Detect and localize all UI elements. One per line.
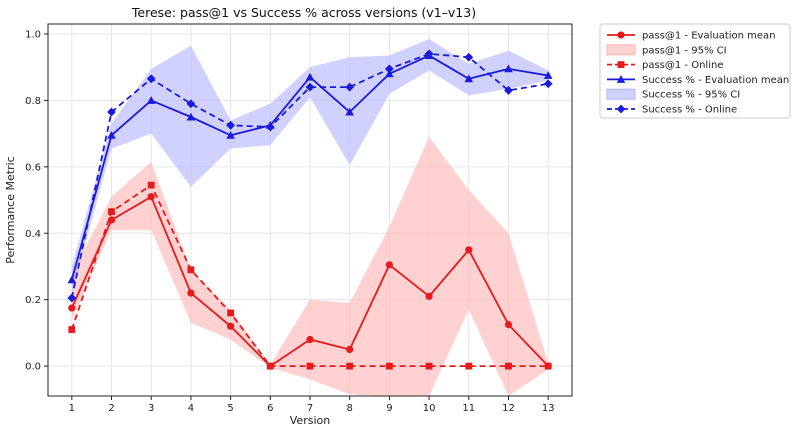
marker-diamond: [305, 82, 315, 92]
x-tick-label: 10: [423, 403, 436, 414]
x-tick-label: 13: [542, 403, 555, 414]
marker-diamond: [265, 122, 275, 132]
marker-square: [346, 362, 354, 370]
y-tick-label: 0.6: [25, 162, 41, 173]
marker-square: [617, 61, 625, 68]
marker-triangle: [226, 130, 235, 139]
marker-diamond: [226, 120, 236, 130]
marker-diamond: [67, 293, 77, 303]
marker-square: [108, 208, 115, 216]
marker-triangle: [305, 72, 315, 81]
x-tick-label: 6: [267, 403, 273, 414]
y-axis-label: Performance Metric: [4, 156, 17, 263]
marker-square: [266, 362, 274, 370]
legend-label: Success % - Evaluation mean: [642, 75, 789, 86]
marker-diamond: [616, 104, 626, 114]
marker-circle: [504, 320, 513, 329]
marker-square: [68, 326, 76, 333]
marker-diamond: [107, 107, 116, 117]
y-tick-label: 1.0: [25, 29, 41, 40]
marker-diamond: [146, 74, 156, 84]
y-tick-label: 0.8: [25, 96, 41, 107]
marker-square: [425, 362, 433, 370]
legend-label: pass@1 - Online: [642, 60, 723, 71]
marker-diamond: [186, 99, 196, 109]
marker-triangle: [464, 74, 474, 83]
legend-swatch: [606, 88, 636, 100]
legend-frame: [599, 23, 791, 119]
legend-label: pass@1 - Evaluation mean: [642, 31, 776, 42]
marker-triangle: [616, 75, 626, 83]
x-tick-label: 9: [386, 403, 392, 414]
marker-circle: [425, 292, 433, 300]
marker-circle: [147, 193, 155, 201]
marker-triangle: [67, 275, 77, 284]
y-axis-ticks: 0.0 0.2 0.4 0.6 0.8 1.0: [25, 29, 48, 373]
marker-diamond: [464, 52, 474, 62]
x-axis-label: Version: [290, 414, 330, 427]
marker-circle: [68, 304, 76, 312]
marker-circle: [227, 322, 235, 330]
marker-square: [385, 362, 393, 370]
plot-markers: [67, 49, 553, 370]
marker-square: [306, 362, 314, 370]
marker-square: [465, 362, 473, 370]
marker-triangle: [186, 112, 196, 121]
marker-circle: [107, 216, 116, 224]
marker-triangle: [385, 69, 394, 78]
marker-square: [147, 181, 155, 189]
x-tick-label: 7: [307, 403, 313, 414]
marker-diamond: [543, 79, 553, 89]
legend-label: Success % - 95% CI: [642, 90, 740, 101]
marker-circle: [385, 261, 393, 269]
marker-diamond: [384, 64, 394, 74]
x-tick-label: 2: [108, 403, 114, 414]
x-tick-label: 12: [502, 403, 515, 414]
marker-circle: [306, 335, 314, 344]
x-tick-label: 1: [69, 403, 75, 414]
marker-triangle: [146, 96, 156, 104]
marker-circle: [465, 246, 473, 254]
legend-label: Success % - Online: [642, 105, 737, 116]
x-axis-ticks: 1 2 3 4 5 6 7 8 9 10 11 12 13: [69, 396, 555, 414]
marker-circle: [187, 289, 195, 297]
marker-triangle: [345, 107, 354, 116]
legend-items: pass@1 - Evaluation mean pass@1 - 95% CI p…: [606, 31, 789, 116]
legend: pass@1 - Evaluation mean pass@1 - 95% CI p…: [599, 23, 791, 119]
marker-triangle: [504, 64, 513, 73]
x-tick-label: 8: [347, 403, 353, 414]
x-tick-label: 4: [188, 403, 194, 414]
x-tick-label: 11: [462, 403, 475, 414]
marker-square: [187, 266, 195, 274]
ci-band: [71, 136, 549, 396]
x-tick-label: 3: [148, 403, 154, 414]
chart-title: Terese: pass@1 vs Success % across versi…: [131, 5, 476, 20]
legend-label: pass@1 - 95% CI: [642, 45, 727, 56]
x-tick-label: 5: [227, 403, 233, 414]
marker-circle: [617, 31, 625, 39]
marker-diamond: [345, 82, 355, 92]
marker-triangle: [543, 71, 553, 79]
y-tick-label: 0.2: [25, 295, 41, 306]
y-tick-label: 0.4: [25, 229, 41, 240]
marker-square: [544, 362, 552, 370]
marker-circle: [346, 345, 354, 354]
legend-swatch: [606, 44, 636, 56]
marker-diamond: [504, 86, 513, 95]
marker-square: [505, 362, 512, 370]
marker-triangle: [107, 130, 116, 139]
y-tick-label: 0.0: [25, 362, 41, 373]
marker-square: [227, 309, 235, 317]
marker-diamond: [424, 49, 434, 59]
